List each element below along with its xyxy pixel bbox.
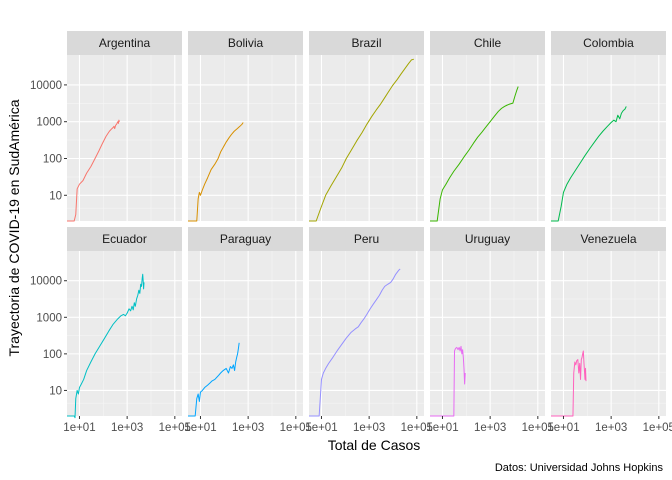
series-line-argentina — [67, 119, 121, 222]
series-line-peru — [309, 268, 401, 417]
y-tick-label: 10000 — [30, 80, 62, 92]
strip-label-colombia: Colombia — [583, 36, 634, 50]
y-tick-label: 1000 — [36, 117, 62, 129]
strip-uruguay — [430, 227, 545, 251]
panel-bolivia: Bolivia — [188, 31, 303, 222]
x-tick-label: 1e+03 — [474, 422, 506, 434]
y-tick-label: 10000 — [30, 276, 62, 288]
x-tick-label: 1e+01 — [426, 422, 458, 434]
strip-label-brazil: Brazil — [351, 36, 381, 50]
strip-paraguay — [188, 227, 303, 251]
panel-peru: Peru — [309, 227, 424, 417]
panel-background-colombia — [551, 55, 666, 221]
x-tick-label: 1e+05 — [643, 422, 672, 434]
panel-brazil: Brazil — [309, 31, 424, 222]
x-tick-label: 1e+03 — [111, 422, 143, 434]
series-line-paraguay — [188, 342, 240, 417]
strip-peru — [309, 227, 424, 251]
strip-argentina — [67, 31, 182, 55]
strip-label-uruguay: Uruguay — [465, 232, 510, 246]
chart-caption: Datos: Universidad Johns Hopkins — [495, 462, 664, 474]
series-line-chile — [430, 86, 519, 222]
panel-colombia: Colombia — [551, 31, 666, 222]
panel-background-peru — [309, 251, 424, 416]
series-line-brazil — [309, 58, 414, 222]
panel-background-uruguay — [430, 251, 545, 416]
panel-ecuador: Ecuador — [67, 227, 182, 419]
strip-bolivia — [188, 31, 303, 55]
strip-label-chile: Chile — [474, 36, 502, 50]
y-tick-label: 100 — [43, 349, 62, 361]
panel-background-bolivia — [188, 55, 303, 221]
x-tick-label: 1e+01 — [547, 422, 579, 434]
strip-colombia — [551, 31, 666, 55]
panel-paraguay: Paraguay — [188, 227, 303, 417]
strip-label-argentina: Argentina — [99, 36, 151, 50]
panel-background-ecuador — [67, 251, 182, 416]
panel-background-brazil — [309, 55, 424, 221]
panel-uruguay: Uruguay — [430, 227, 545, 417]
series-line-uruguay — [430, 345, 466, 417]
strip-ecuador — [67, 227, 182, 251]
facet-panels: Argentina Bolivia Brazil Chile Colombia Ecuad… — [67, 31, 666, 419]
series-line-venezuela — [551, 350, 587, 417]
strip-label-peru: Peru — [354, 232, 379, 246]
x-tick-label: 1e+01 — [184, 422, 216, 434]
series-line-bolivia — [188, 122, 244, 222]
x-tick-label: 1e+05 — [280, 422, 312, 434]
panel-background-argentina — [67, 55, 182, 221]
panel-background-chile — [430, 55, 545, 221]
series-line-ecuador — [67, 273, 145, 419]
x-tick-label: 1e+01 — [305, 422, 337, 434]
y-axis-title: Trayectoria de COVID-19 en SudAmérica — [6, 99, 22, 356]
x-tick-label: 1e+03 — [353, 422, 385, 434]
panel-venezuela: Venezuela — [551, 227, 666, 417]
panel-chile: Chile — [430, 31, 545, 222]
strip-label-ecuador: Ecuador — [102, 232, 147, 246]
x-tick-label: 1e+05 — [159, 422, 191, 434]
panel-argentina: Argentina — [67, 31, 182, 222]
strip-label-paraguay: Paraguay — [220, 232, 271, 246]
y-tick-label: 1000 — [36, 312, 62, 324]
x-tick-label: 1e+03 — [232, 422, 264, 434]
strip-label-bolivia: Bolivia — [228, 36, 264, 50]
y-tick-label: 10 — [49, 385, 62, 397]
x-tick-label: 1e+05 — [401, 422, 433, 434]
series-line-colombia — [551, 106, 627, 222]
strip-chile — [430, 31, 545, 55]
strip-venezuela — [551, 227, 666, 251]
strip-label-venezuela: Venezuela — [580, 232, 636, 246]
x-tick-label: 1e+05 — [522, 422, 554, 434]
y-tick-label: 100 — [43, 153, 62, 165]
x-tick-label: 1e+03 — [595, 422, 627, 434]
y-axis-ticks: 10 100 1000 10000 10 100 1000 10000 — [30, 80, 67, 397]
y-tick-label: 10 — [49, 190, 62, 202]
strip-brazil — [309, 31, 424, 55]
panel-background-paraguay — [188, 251, 303, 416]
x-tick-label: 1e+01 — [63, 422, 95, 434]
panel-background-venezuela — [551, 251, 666, 416]
x-axis-title: Total de Casos — [328, 437, 421, 453]
